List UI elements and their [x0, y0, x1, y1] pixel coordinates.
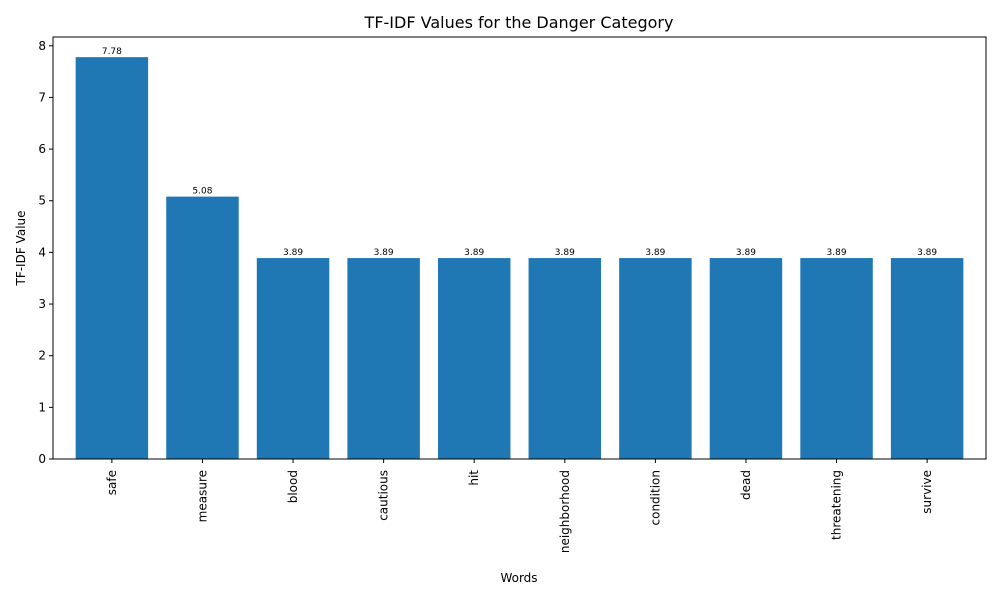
value-label-safe: 7.78 [102, 47, 122, 57]
value-label-hit: 3.89 [464, 248, 484, 258]
value-label-survive: 3.89 [917, 248, 937, 258]
y-tick-label-0: 0 [38, 452, 46, 466]
x-tick-label-threatening: threatening [830, 470, 844, 540]
y-tick-label-7: 7 [38, 90, 46, 104]
plot-frame [52, 36, 987, 460]
bar-blood [256, 258, 330, 459]
value-label-threatening: 3.89 [827, 248, 847, 258]
value-label-blood: 3.89 [283, 248, 303, 258]
value-label-condition: 3.89 [645, 248, 665, 258]
bar-measure [166, 196, 239, 460]
bar-neighborhood [528, 258, 602, 459]
y-tick-label-8: 8 [38, 39, 46, 53]
bar-hit [437, 258, 511, 459]
x-tick-label-hit: hit [467, 470, 481, 486]
x-tick-label-safe: safe [105, 470, 119, 495]
x-tick-label-survive: survive [920, 470, 934, 514]
bar-cautious [347, 258, 420, 459]
y-tick-label-5: 5 [38, 194, 46, 208]
chart-title: TF-IDF Values for the Danger Category [364, 13, 674, 32]
y-axis-label: TF-IDF Value [14, 210, 28, 286]
bar-safe [75, 57, 149, 459]
bar-threatening [800, 258, 873, 459]
x-axis: safe measure blood cautious hit neighborhood c… [105, 459, 934, 553]
x-tick-label-dead: dead [739, 470, 753, 500]
bar-condition [619, 258, 692, 459]
y-tick-label-4: 4 [38, 245, 46, 259]
x-axis-label: Words [500, 571, 537, 585]
value-labels-group: 7.78 5.08 3.89 3.89 3.89 3.89 3.89 3.89 3.89 3.89 [102, 47, 938, 258]
x-tick-label-blood: blood [286, 470, 300, 503]
x-tick-label-measure: measure [195, 470, 209, 522]
x-tick-label-neighborhood: neighborhood [558, 470, 572, 553]
bar-dead [709, 258, 783, 459]
x-tick-label-condition: condition [648, 470, 662, 525]
y-axis: 0 1 2 3 4 5 6 7 8 [38, 39, 53, 466]
y-tick-label-2: 2 [38, 349, 46, 363]
bars-group [75, 57, 964, 460]
y-tick-label-6: 6 [38, 142, 46, 156]
value-label-neighborhood: 3.89 [555, 248, 575, 258]
y-tick-label-1: 1 [38, 400, 46, 414]
value-label-dead: 3.89 [736, 248, 756, 258]
x-tick-label-cautious: cautious [377, 470, 391, 521]
y-tick-label-3: 3 [38, 297, 46, 311]
value-label-measure: 5.08 [192, 187, 212, 197]
bar-survive [890, 258, 964, 459]
value-label-cautious: 3.89 [374, 248, 394, 258]
